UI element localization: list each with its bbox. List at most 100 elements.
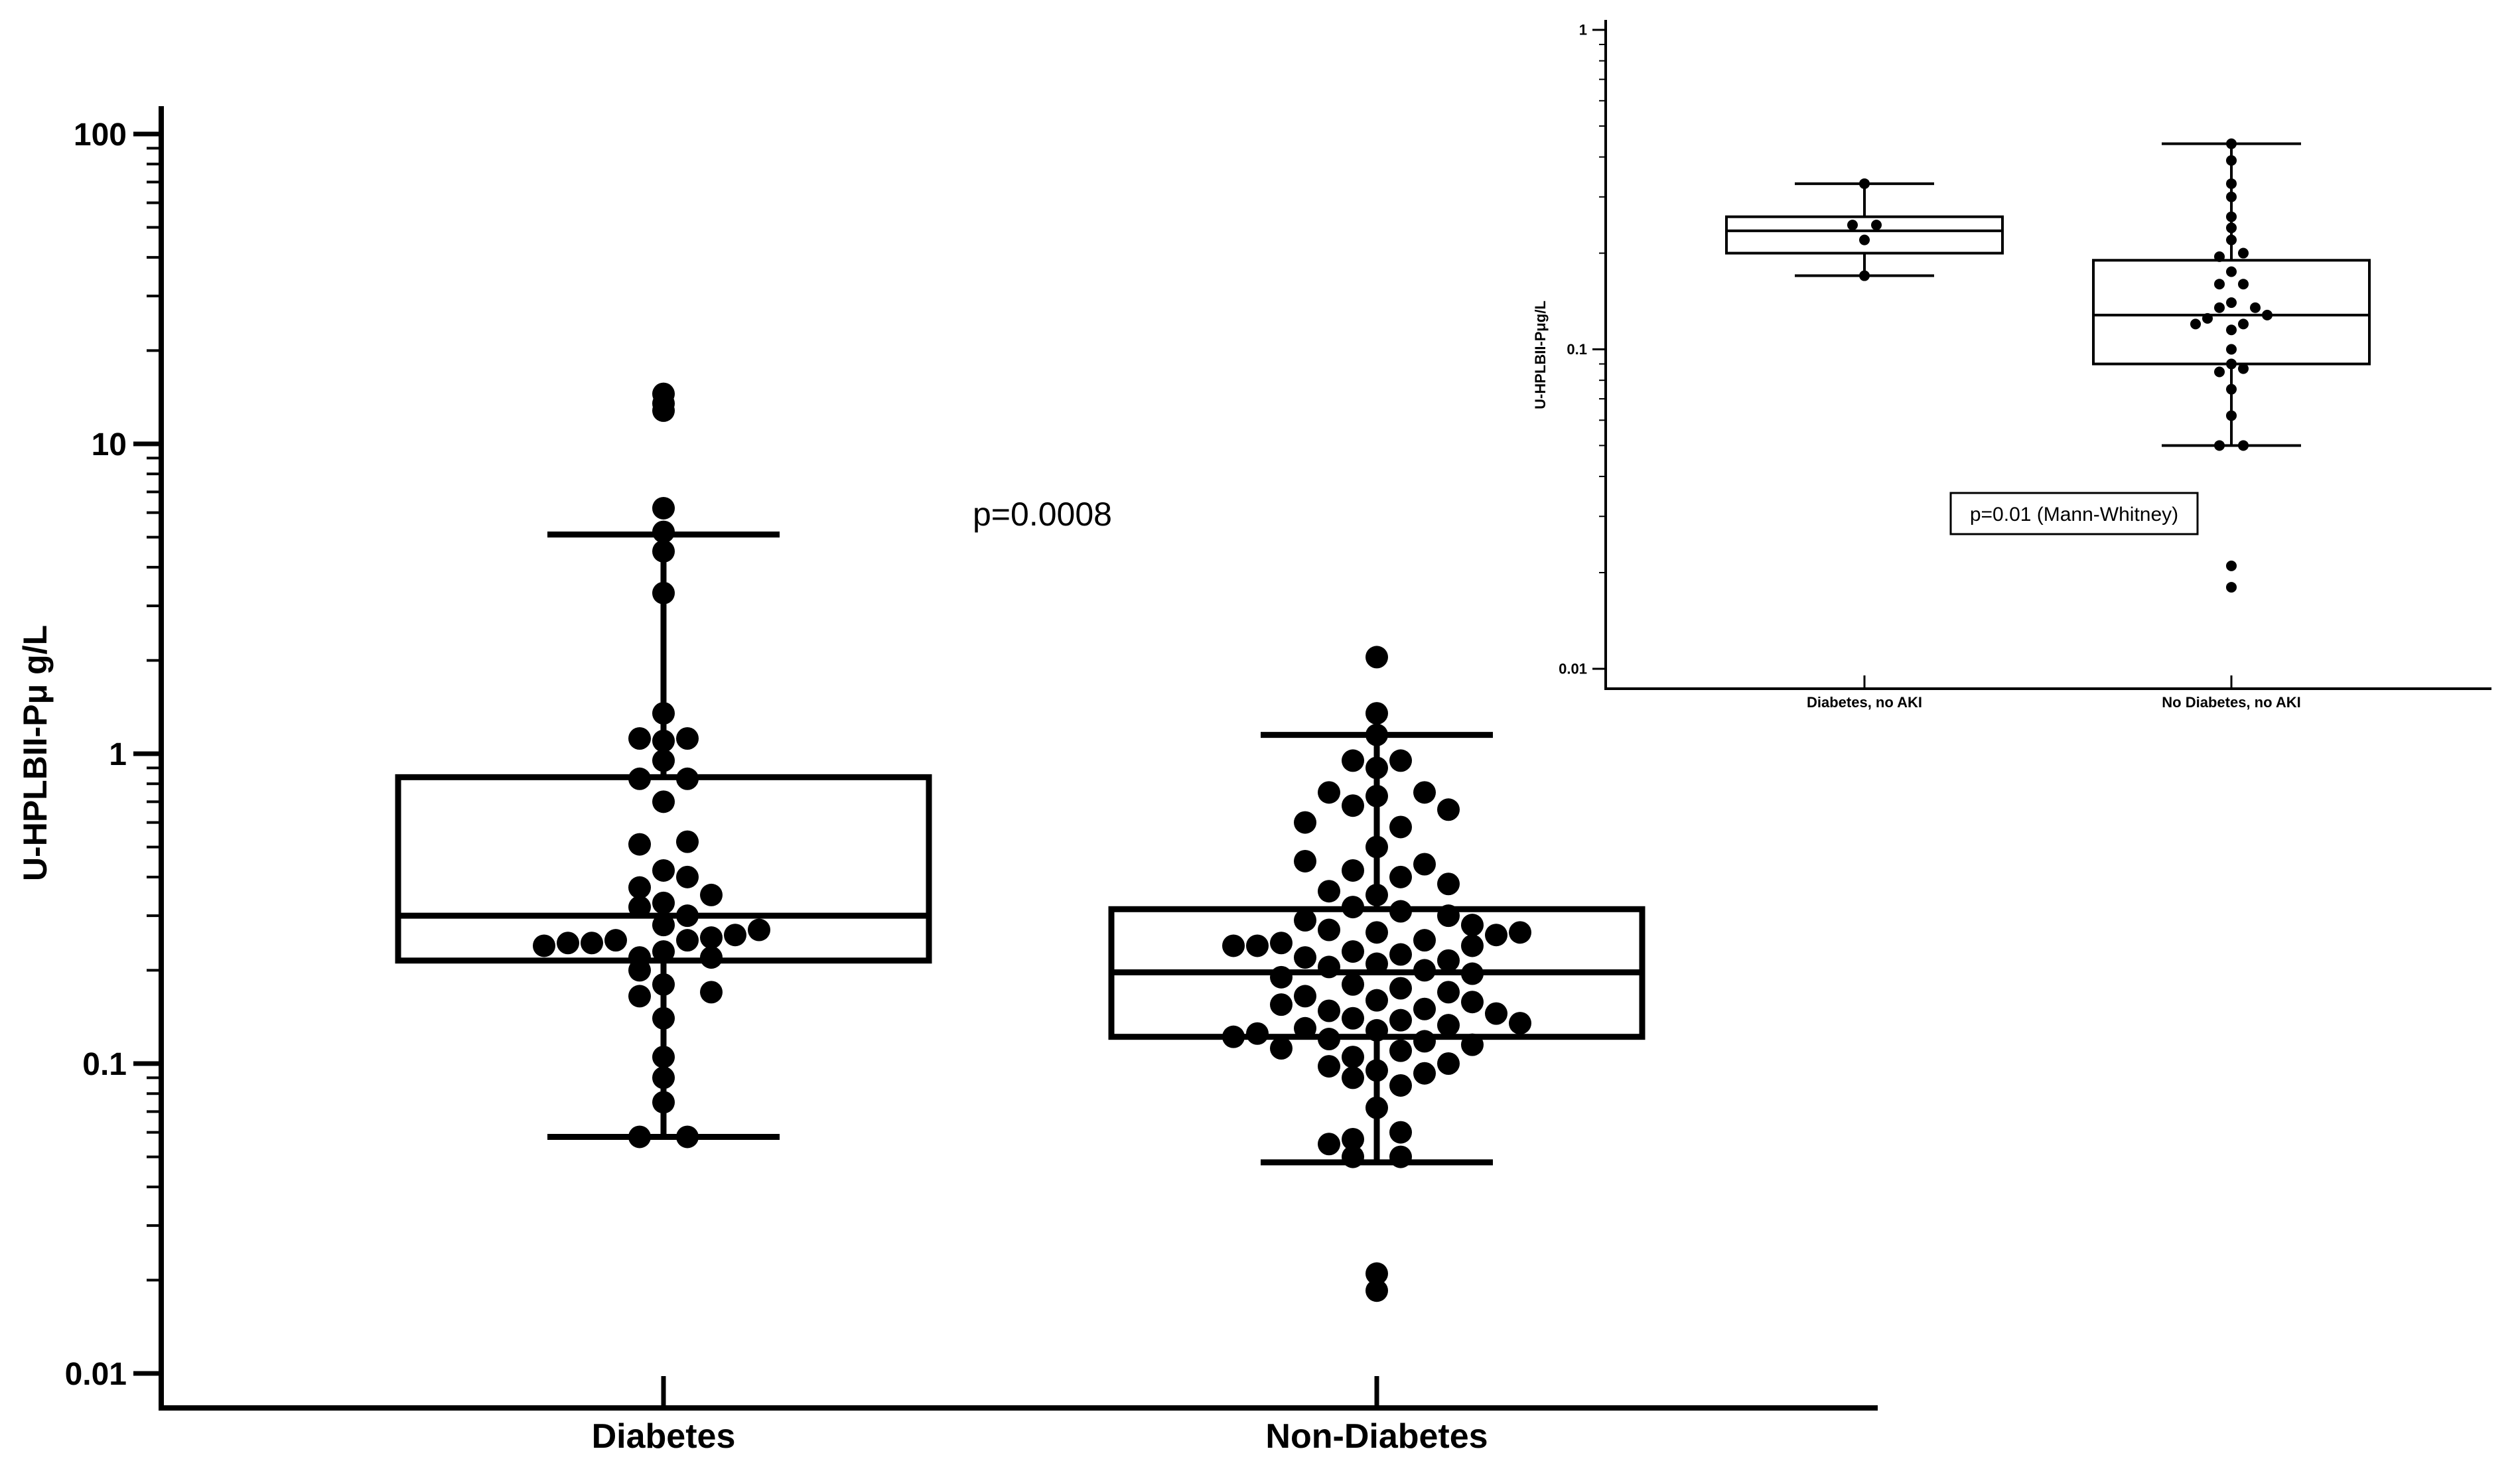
- main-data-point: [1365, 989, 1388, 1012]
- main-data-point: [652, 399, 675, 422]
- inset-data-point: [1859, 234, 1870, 245]
- main-x-tick-label: Non-Diabetes: [1265, 1417, 1488, 1456]
- main-data-point: [724, 924, 746, 947]
- main-data-point: [1342, 859, 1364, 882]
- main-data-point: [652, 729, 675, 752]
- main-data-point: [1365, 723, 1388, 746]
- inset-data-point: [2262, 309, 2273, 320]
- main-data-point: [1342, 940, 1364, 963]
- main-data-point: [700, 883, 723, 906]
- inset-box-plot: U-HPLBII-Pμg/L p=0.01 (Mann-Whitney) 0.0…: [1532, 20, 2491, 711]
- main-data-point: [676, 865, 699, 888]
- main-data-point: [1461, 962, 1484, 985]
- main-data-point: [1365, 702, 1388, 725]
- main-data-point: [1294, 909, 1316, 932]
- main-data-point: [652, 790, 675, 813]
- main-data-point: [1389, 1145, 1412, 1168]
- main-data-point: [1222, 934, 1245, 957]
- main-data-point: [1461, 914, 1484, 937]
- main-data-point: [1365, 784, 1388, 807]
- main-data-point: [652, 702, 675, 725]
- inset-data-point: [1871, 220, 1882, 231]
- inset-data-point: [2226, 410, 2237, 421]
- main-data-point: [1270, 1037, 1293, 1060]
- main-data-point: [652, 520, 675, 543]
- main-data-point: [1318, 1028, 1340, 1051]
- main-data-point: [1294, 985, 1316, 1008]
- main-data-point: [700, 946, 723, 969]
- main-data-point: [1342, 749, 1364, 772]
- main-data-point: [1365, 883, 1388, 906]
- main-data-point: [1437, 981, 1460, 1004]
- main-data-point: [1246, 934, 1269, 957]
- main-data-point: [1389, 815, 1412, 839]
- inset-data-point: [2238, 247, 2249, 259]
- main-data-point: [1413, 1030, 1436, 1053]
- main-data-point: [1270, 932, 1293, 955]
- inset-data-point: [2250, 302, 2261, 313]
- main-data-point: [1461, 991, 1484, 1014]
- inset-data-point: [2238, 440, 2249, 451]
- main-data-point: [1270, 965, 1293, 989]
- main-data-point: [1342, 1145, 1364, 1168]
- inset-data-point: [2226, 211, 2237, 222]
- inset-annotation-box: p=0.01 (Mann-Whitney): [1949, 492, 2199, 535]
- main-y-axis-label: U-HPLBII-Pμ g/L: [17, 625, 54, 881]
- main-data-point: [1294, 1016, 1316, 1040]
- main-data-point: [628, 985, 651, 1008]
- inset-data-point: [2238, 363, 2249, 374]
- main-data-point: [1509, 921, 1531, 944]
- main-data-point: [1365, 1096, 1388, 1119]
- main-data-point: [628, 1125, 651, 1149]
- main-data-point: [676, 929, 699, 952]
- main-data-point: [1485, 924, 1507, 947]
- main-data-point: [1437, 1014, 1460, 1037]
- main-data-point: [700, 981, 723, 1004]
- main-data-point: [652, 581, 675, 604]
- main-data-point: [628, 767, 651, 790]
- inset-data-point: [2226, 344, 2237, 355]
- inset-data-point: [2238, 318, 2249, 330]
- main-data-point: [1222, 1025, 1245, 1048]
- main-data-point: [1413, 853, 1436, 876]
- main-data-point: [628, 876, 651, 899]
- main-data-point: [1461, 934, 1484, 957]
- inset-data-point: [1859, 178, 1870, 189]
- main-data-point: [1461, 1033, 1484, 1056]
- main-data-point: [1509, 1012, 1531, 1035]
- main-data-point: [1389, 865, 1412, 888]
- inset-data-point: [2226, 582, 2237, 593]
- main-y-tick-label: 1: [109, 737, 127, 772]
- inset-data-point: [2226, 178, 2237, 189]
- main-data-point: [1342, 1066, 1364, 1089]
- inset-data-point: [2226, 222, 2237, 234]
- main-data-point: [652, 539, 675, 563]
- inset-panel: U-HPLBII-Pμg/L p=0.01 (Mann-Whitney) 0.0…: [1523, 0, 2520, 740]
- main-data-point: [1365, 646, 1388, 669]
- main-data-point: [1270, 993, 1293, 1016]
- inset-data-point: [2202, 313, 2213, 324]
- main-data-point: [1342, 1128, 1364, 1151]
- main-data-point: [1318, 999, 1340, 1022]
- inset-data-point: [2226, 297, 2237, 309]
- main-data-point: [1365, 756, 1388, 780]
- main-data-point: [676, 904, 699, 928]
- main-data-point: [1342, 1046, 1364, 1069]
- main-data-point: [1437, 872, 1460, 896]
- main-data-point: [1318, 781, 1340, 804]
- main-data-point: [604, 929, 627, 952]
- main-data-point: [652, 891, 675, 914]
- main-data-point: [1365, 1018, 1388, 1042]
- main-data-point: [1246, 1022, 1269, 1045]
- main-data-point: [533, 934, 555, 957]
- main-data-point: [652, 940, 675, 963]
- main-data-point: [1413, 1062, 1436, 1085]
- main-data-point: [581, 932, 603, 955]
- inset-data-point: [2226, 234, 2237, 245]
- main-data-point: [676, 830, 699, 853]
- main-data-point: [652, 1007, 675, 1030]
- main-data-point: [652, 1046, 675, 1069]
- main-data-point: [1437, 1052, 1460, 1075]
